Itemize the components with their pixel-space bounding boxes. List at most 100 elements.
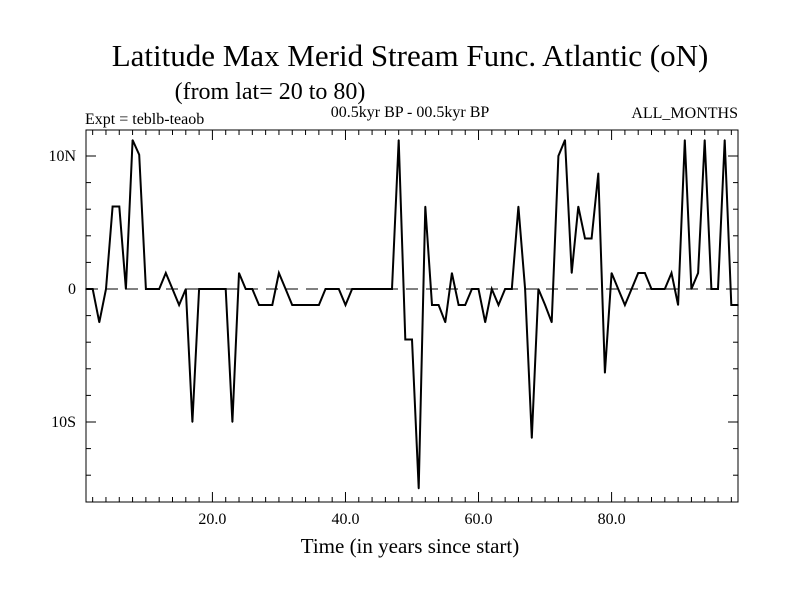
data-point — [278, 272, 280, 274]
data-point — [471, 288, 473, 290]
data-point — [723, 139, 726, 141]
data-point — [664, 288, 666, 290]
data-point — [564, 139, 566, 141]
data-point — [311, 304, 314, 306]
data-point — [251, 288, 254, 290]
data-point — [304, 304, 307, 306]
series-line — [86, 139, 738, 489]
data-point — [118, 205, 121, 208]
data-point — [238, 272, 240, 274]
data-point — [590, 237, 593, 240]
y-tick-label: 10N — [48, 148, 76, 165]
data-point — [165, 272, 167, 274]
data-point — [630, 288, 633, 290]
x-tick-label: 60.0 — [465, 511, 493, 528]
data-point — [457, 304, 460, 306]
x-tick-label: 40.0 — [331, 511, 359, 528]
data-point — [358, 288, 360, 290]
data-point — [344, 304, 347, 306]
data-point — [511, 288, 513, 290]
data-point — [464, 304, 467, 306]
period-label: 00.5kyr BP - 00.5kyr BP — [331, 104, 490, 121]
data-point — [377, 288, 380, 290]
data-point — [531, 437, 533, 439]
data-point — [244, 288, 247, 290]
data-point — [324, 288, 327, 290]
data-point — [145, 288, 147, 290]
data-point — [444, 321, 447, 324]
data-point — [178, 304, 180, 306]
data-point — [491, 288, 493, 290]
data-point — [537, 288, 540, 290]
data-point — [191, 421, 194, 423]
data-point — [211, 288, 214, 290]
data-point — [737, 304, 739, 306]
data-point — [91, 288, 94, 290]
data-point — [690, 288, 693, 290]
data-point — [417, 487, 420, 490]
data-point — [557, 155, 560, 157]
data-point — [584, 237, 586, 240]
data-point — [717, 288, 719, 290]
data-point — [284, 288, 287, 290]
data-point — [524, 288, 526, 290]
data-point — [371, 288, 373, 290]
data-point — [637, 272, 639, 274]
data-point — [185, 288, 187, 290]
y-tick-label: 0 — [68, 281, 76, 298]
plot-frame — [85, 129, 739, 503]
experiment-label: Expt = teblb-teaob — [85, 111, 204, 128]
chart-subtitle: (from lat= 20 to 80) — [175, 79, 366, 105]
x-tick-label: 20.0 — [198, 511, 226, 528]
data-point — [271, 304, 274, 306]
data-point — [391, 288, 393, 290]
data-point — [703, 139, 706, 141]
data-point — [437, 304, 440, 306]
data-point — [384, 288, 387, 290]
data-point — [650, 288, 653, 290]
data-point — [318, 304, 320, 306]
data-point — [670, 272, 673, 274]
y-tick-label: 10S — [51, 414, 76, 431]
data-point — [677, 304, 679, 306]
data-point — [424, 205, 427, 208]
data-point — [105, 288, 107, 290]
data-point — [577, 205, 580, 208]
data-point — [610, 272, 613, 274]
data-point — [231, 421, 234, 423]
data-point — [697, 272, 699, 274]
data-point — [657, 288, 659, 290]
data-point — [151, 288, 154, 290]
data-point — [111, 205, 114, 208]
chart-title: Latitude Max Merid Stream Func. Atlantic… — [112, 38, 709, 73]
data-point — [451, 272, 453, 274]
data-point — [617, 288, 619, 290]
data-point — [411, 338, 413, 341]
data-point — [497, 304, 500, 306]
data-point — [131, 139, 134, 141]
data-point — [224, 288, 227, 290]
data-point — [477, 288, 480, 290]
data-point — [85, 288, 87, 290]
data-point — [644, 272, 646, 274]
data-point — [338, 288, 340, 290]
data-point — [298, 304, 300, 306]
data-point — [544, 304, 546, 306]
axis-tick-labels: 20.0 40.0 60.0 80.0 10N 0 10S — [48, 148, 625, 528]
data-point — [550, 321, 553, 324]
data-point — [205, 288, 207, 290]
data-point — [138, 153, 140, 156]
data-point — [484, 321, 487, 324]
axis-ticks — [86, 130, 738, 502]
data-point — [264, 304, 267, 306]
data-point — [597, 172, 600, 175]
data-point — [291, 304, 294, 306]
data-point — [730, 304, 733, 306]
data-point — [198, 288, 200, 290]
data-point — [570, 272, 573, 274]
data-point — [364, 288, 367, 290]
data-point — [397, 139, 400, 141]
months-label: ALL_MONTHS — [631, 105, 738, 122]
data-point — [171, 288, 174, 290]
